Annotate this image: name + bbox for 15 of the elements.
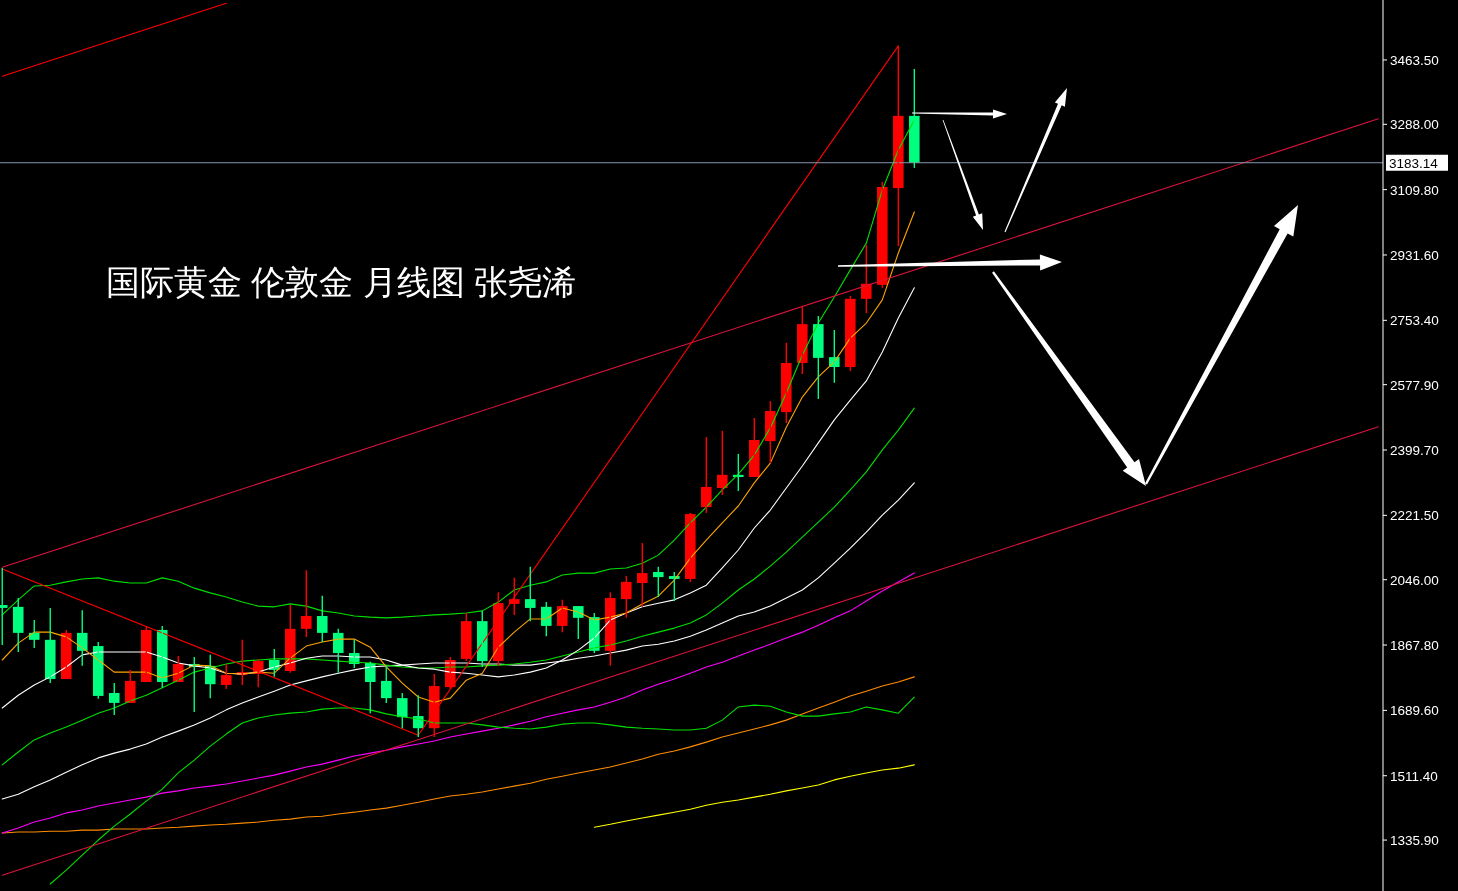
y-tick-label: 2399.70 [1390, 443, 1439, 459]
text: 国际黄金 伦敦金 月线图 张尧浠 [106, 263, 577, 301]
y-tick-label: 1511.40 [1390, 768, 1438, 784]
y-tick-label: 2753.40 [1390, 313, 1439, 329]
y-tick-label: 2221.50 [1390, 508, 1439, 524]
y-tick-label: 1689.60 [1390, 703, 1439, 719]
ref-line-label: 3183.14 [1389, 155, 1439, 171]
y-tick-label: 2931.60 [1390, 247, 1439, 263]
y-tick-label: 1867.80 [1390, 638, 1439, 654]
y-tick-label: 2046.00 [1390, 572, 1439, 588]
y-tick-label: 2577.90 [1390, 377, 1439, 393]
y-tick-label: 1335.90 [1390, 833, 1439, 849]
y-tick-label: 3463.50 [1390, 52, 1439, 68]
y-tick-label: 3288.00 [1390, 117, 1439, 133]
y-tick-label: 3109.80 [1390, 182, 1439, 198]
